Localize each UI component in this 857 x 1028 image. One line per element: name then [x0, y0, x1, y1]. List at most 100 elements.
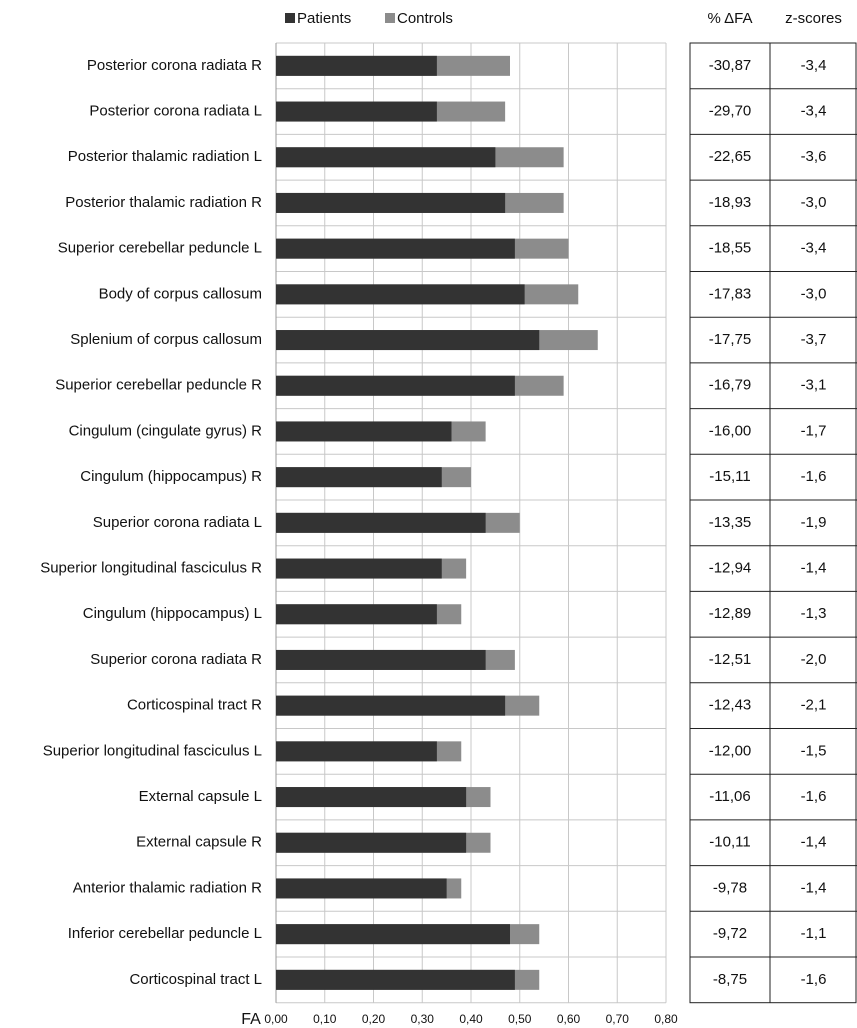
table-cell: -3,6 [801, 148, 827, 165]
x-tick-label: 0,00 [264, 1012, 288, 1026]
bar [276, 832, 467, 853]
y-tick-label: Cingulum (cingulate gyrus) R [69, 422, 263, 439]
legend-swatch [385, 13, 395, 23]
table-header: % ΔFA [707, 10, 752, 27]
legend-label: Controls [397, 10, 453, 27]
bar [276, 512, 486, 533]
bar [276, 375, 515, 396]
x-tick-label: 0,10 [313, 1012, 337, 1026]
y-tick-label: Superior cerebellar peduncle R [55, 377, 262, 394]
y-tick-label: Cingulum (hippocampus) R [80, 468, 262, 485]
bar [276, 101, 437, 122]
table-cell: -9,78 [713, 879, 747, 896]
bar [276, 147, 496, 168]
table-cell: -12,00 [709, 742, 752, 759]
x-tick-label: 0,20 [362, 1012, 386, 1026]
table-cell: -3,1 [801, 377, 827, 394]
bar [276, 741, 437, 762]
table-cell: -9,72 [713, 925, 747, 942]
table-cell: -11,06 [709, 788, 750, 805]
bar [276, 649, 486, 670]
table-cell: -15,11 [709, 468, 750, 485]
y-tick-label: Splenium of corpus callosum [70, 331, 262, 348]
bar [276, 238, 515, 259]
table-cell: -1,4 [801, 834, 827, 851]
table-cell: -3,4 [801, 57, 827, 74]
y-tick-label: Body of corpus callosum [99, 285, 262, 302]
x-tick-label: 0,80 [654, 1012, 678, 1026]
bar [276, 330, 540, 351]
table-cell: -1,6 [801, 971, 827, 988]
y-tick-label: Cingulum (hippocampus) L [83, 605, 262, 622]
table-cell: -16,79 [709, 377, 752, 394]
y-tick-label: Anterior thalamic radiation R [73, 879, 262, 896]
bar [276, 55, 437, 76]
y-tick-label: Posterior thalamic radiation R [65, 194, 262, 211]
bar [276, 467, 442, 488]
table-cell: -12,43 [709, 697, 752, 714]
y-tick-label: Posterior corona radiata L [89, 103, 262, 120]
x-tick-label: 0,30 [411, 1012, 435, 1026]
table-cell: -13,35 [709, 514, 752, 531]
table-cell: -12,51 [709, 651, 752, 668]
table-cell: -30,87 [709, 57, 752, 74]
y-tick-label: Corticospinal tract R [127, 697, 262, 714]
table-cell: -12,94 [709, 560, 752, 577]
table-cell: -10,11 [709, 834, 750, 851]
y-tick-label: Superior corona radiata R [90, 651, 262, 668]
bar [276, 604, 437, 625]
y-tick-label: External capsule L [139, 788, 262, 805]
table-frame [689, 42, 857, 1004]
y-tick-label: Superior corona radiata L [93, 514, 262, 531]
x-tick-label: 0,50 [508, 1012, 532, 1026]
y-tick-label: Superior longitudinal fasciculus R [40, 560, 262, 577]
table-cell: -1,1 [801, 925, 827, 942]
bar [276, 695, 506, 716]
bar [276, 192, 506, 213]
y-tick-label: Corticospinal tract L [129, 971, 262, 988]
bar [276, 421, 452, 442]
table-cell: -3,4 [801, 103, 827, 120]
y-tick-label: External capsule R [136, 834, 262, 851]
table-cell: -3,0 [801, 194, 827, 211]
table-cell: -17,83 [709, 285, 752, 302]
table-cell: -3,0 [801, 285, 827, 302]
table-cell: -1,3 [801, 605, 827, 622]
x-tick-label: 0,70 [606, 1012, 630, 1026]
table-cell: -2,0 [801, 651, 827, 668]
table-cell: -18,55 [709, 240, 752, 257]
bar [276, 924, 510, 945]
table-cell: -1,4 [801, 560, 827, 577]
x-tick-label: 0,60 [557, 1012, 581, 1026]
table-cell: -16,00 [709, 422, 752, 439]
bar [276, 787, 467, 808]
table-cell: -1,5 [801, 742, 827, 759]
table-cell: -2,1 [801, 697, 827, 714]
bar [276, 878, 447, 899]
y-tick-label: Inferior cerebellar peduncle L [68, 925, 262, 942]
table-cell: -3,4 [801, 240, 827, 257]
bar [276, 284, 525, 305]
table-cell: -3,7 [801, 331, 827, 348]
table-cell: -17,75 [709, 331, 752, 348]
table-cell: -1,9 [801, 514, 827, 531]
y-tick-label: Posterior thalamic radiation L [68, 148, 262, 165]
table-cell: -1,4 [801, 879, 827, 896]
legend-label: Patients [297, 10, 351, 27]
x-axis-label: FA [241, 1011, 261, 1028]
bar [276, 558, 442, 579]
y-tick-label: Superior longitudinal fasciculus L [43, 742, 262, 759]
table-cell: -29,70 [709, 103, 752, 120]
y-tick-label: Posterior corona radiata R [87, 57, 262, 74]
table-cell: -8,75 [713, 971, 747, 988]
table-cell: -12,89 [709, 605, 752, 622]
legend-swatch [285, 13, 295, 23]
table-cell: -18,93 [709, 194, 752, 211]
table-cell: -22,65 [709, 148, 752, 165]
bar [276, 969, 515, 990]
table-cell: -1,6 [801, 788, 827, 805]
table-header: z-scores [785, 10, 842, 27]
table-cell: -1,7 [801, 422, 827, 439]
